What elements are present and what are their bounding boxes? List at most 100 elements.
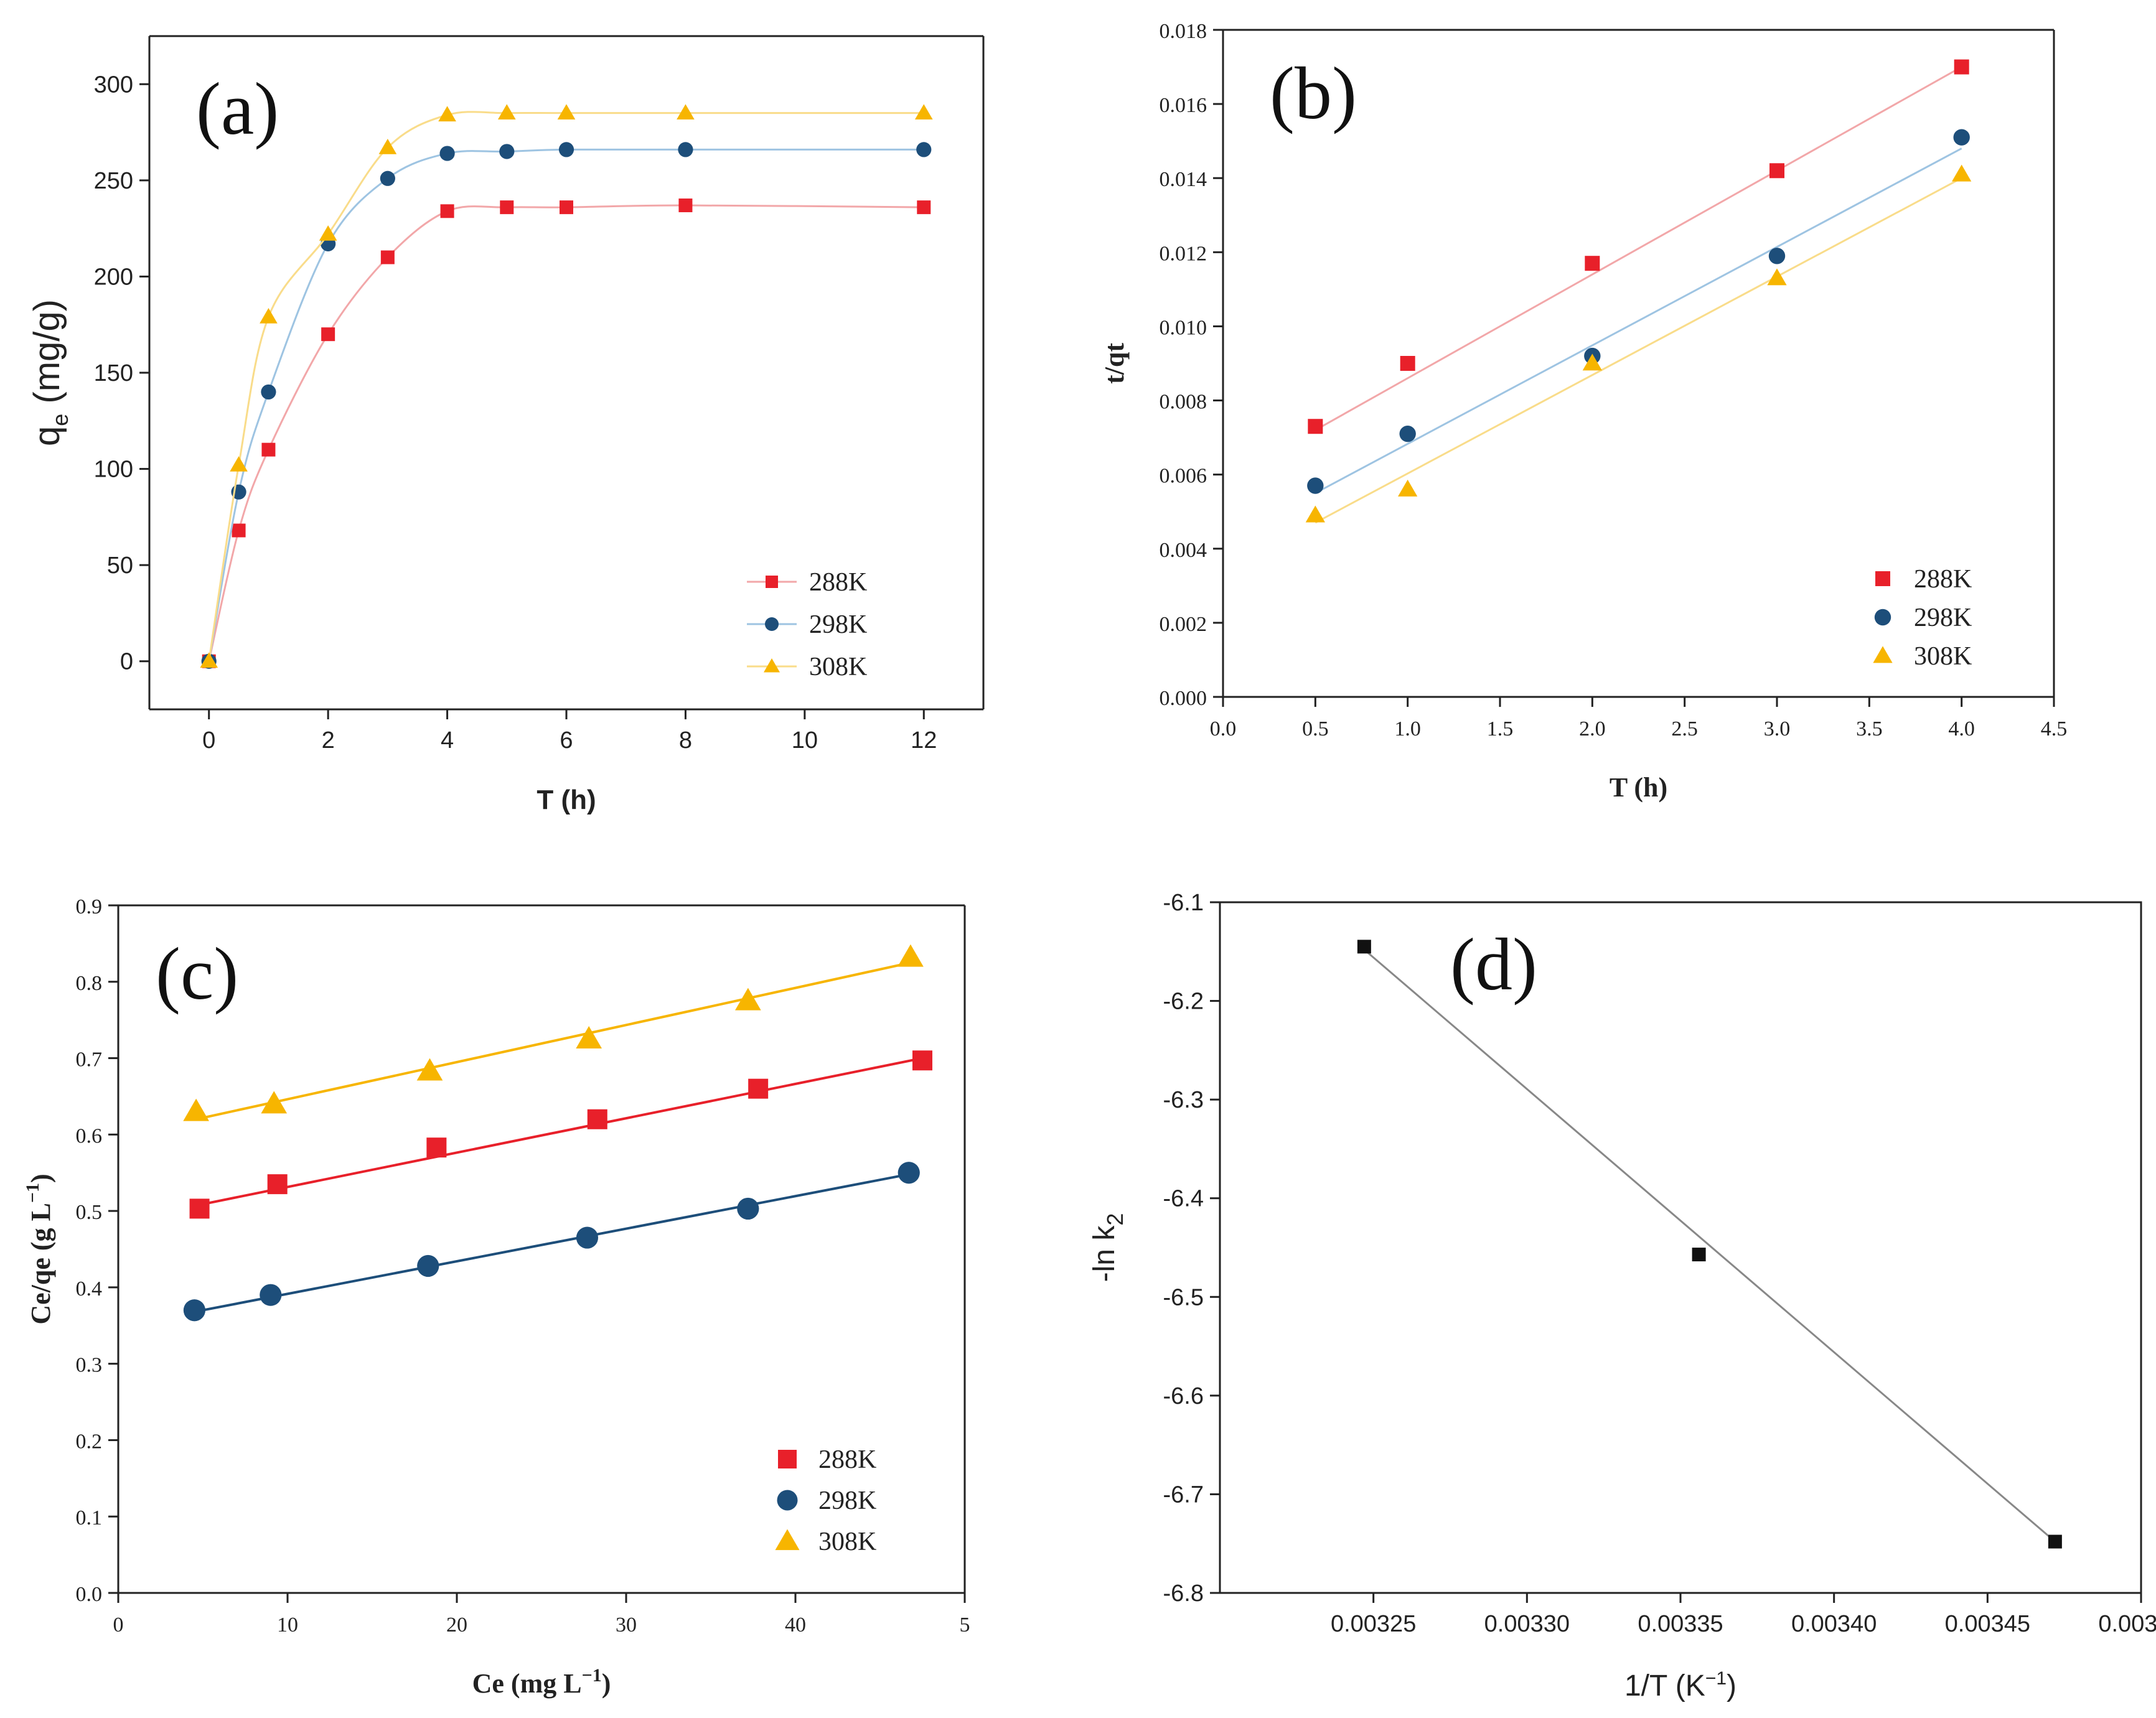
- y-tick-label: -6.1: [1163, 890, 1204, 916]
- series-288K: [1308, 59, 1969, 434]
- panel-c: 0 10 20 30 40 5 0.0 0.1 0.2 0.3 0.4 0.5 0.6 0.7 0.8 0.9…: [22, 895, 970, 1699]
- x-tick-label: 3.5: [1856, 717, 1883, 740]
- legend-label: 308K: [818, 1528, 876, 1556]
- y-tick-label: -6.6: [1163, 1383, 1204, 1409]
- x-tick-label: 0.5: [1302, 717, 1329, 740]
- data-point: [380, 250, 395, 264]
- data-point: [1308, 419, 1323, 434]
- fit-line: [1315, 147, 1962, 494]
- data-point: [183, 1299, 205, 1322]
- x-tick-label: 0.00325: [1331, 1611, 1416, 1637]
- legend-label: 288K: [818, 1445, 876, 1474]
- data-point: [917, 200, 931, 215]
- x-tick-label: 0: [113, 1613, 124, 1636]
- fit-line: [1315, 177, 1962, 524]
- series-line: [208, 111, 924, 661]
- panel-label: (a): [196, 67, 279, 150]
- data-point: [576, 1226, 599, 1249]
- fit-line: [1363, 948, 2056, 1543]
- legend-label: 308K: [809, 653, 867, 681]
- data-point: [497, 104, 516, 120]
- x-tick-label: 6: [560, 727, 573, 754]
- y-axis-label-end: ): [26, 1174, 56, 1183]
- x-tick-label: 40: [785, 1613, 806, 1636]
- data-point: [912, 1050, 932, 1071]
- legend-marker: [777, 1490, 798, 1511]
- data-point: [438, 106, 456, 122]
- y-tick-label: 0.012: [1160, 242, 1207, 265]
- y-tick-label: 0.000: [1160, 687, 1207, 710]
- y-axis-label: t/qt: [1099, 343, 1130, 384]
- y-tick-label: 50: [107, 553, 133, 579]
- data-point: [267, 1174, 288, 1195]
- y-tick-label: 0.1: [76, 1506, 103, 1529]
- x-tick-label: 4: [441, 727, 454, 754]
- data-point: [735, 987, 761, 1011]
- data-point: [261, 442, 276, 457]
- data-point: [416, 1058, 443, 1081]
- y-tick-label: 0.9: [76, 895, 103, 918]
- series-line: [208, 148, 924, 661]
- legend-label: 298K: [809, 610, 867, 639]
- y-tick-label: 0.006: [1160, 465, 1207, 488]
- y-tick-label: 0.016: [1160, 94, 1207, 117]
- x-tick-label: 4.5: [2041, 717, 2068, 740]
- data-point: [1953, 129, 1970, 146]
- x-tick-label: 2.5: [1671, 717, 1698, 740]
- x-tick-label: 20: [446, 1613, 467, 1636]
- series-298K: [183, 1162, 920, 1322]
- data-point: [1399, 425, 1416, 442]
- legend-marker: [775, 1529, 800, 1551]
- axes: 0 2 4 6 8 10 12 0 50 100 150 200 250 300: [94, 35, 985, 754]
- y-tick-label: 0.0: [76, 1583, 103, 1606]
- y-axis-label-sub: 2: [1102, 1213, 1128, 1226]
- y-tick-label: 0.008: [1160, 391, 1207, 414]
- y-axis-label-sub: e: [47, 414, 73, 426]
- legend-label: 298K: [1914, 604, 1972, 632]
- y-tick-label: 0.018: [1160, 20, 1207, 43]
- data-point: [1954, 59, 1969, 75]
- x-axis-label: T (h): [537, 785, 596, 815]
- x-tick-label: 12: [911, 727, 937, 754]
- y-tick-label: 200: [94, 264, 133, 290]
- data-point: [1769, 163, 1784, 179]
- y-tick-label: -6.2: [1163, 989, 1204, 1015]
- data-point: [677, 104, 695, 120]
- panel-label: (b): [1270, 52, 1357, 134]
- axes: 0.0 0.5 1.0 1.5 2.0 2.5 3.0 3.5 4.0 4.5 0.000 0.002…: [1160, 20, 2068, 740]
- data-point: [261, 384, 276, 400]
- x-tick-label: 4.0: [1948, 717, 1975, 740]
- x-axis-label: T (h): [1610, 772, 1667, 803]
- data-point: [261, 1091, 288, 1114]
- data-point: [678, 142, 693, 157]
- legend-marker: [1875, 571, 1890, 586]
- y-tick-label: 0.3: [76, 1354, 103, 1377]
- legend-label: 288K: [809, 568, 867, 597]
- y-axis-label: qe (mg/g): [27, 299, 73, 446]
- fit-line: [199, 1057, 923, 1207]
- y-axis-label-unit: (mg/g): [27, 299, 67, 414]
- data-point: [426, 1137, 447, 1158]
- y-tick-label: -6.5: [1163, 1284, 1204, 1310]
- data-point: [440, 204, 454, 218]
- legend-label: 308K: [1914, 642, 1972, 671]
- data-point: [321, 327, 335, 342]
- series-288K: [189, 1050, 932, 1219]
- axes: 0.00325 0.00330 0.00335 0.00340 0.00345 0.003…: [1163, 890, 2156, 1637]
- legend-marker: [778, 1450, 797, 1468]
- panel-d: 0.00325 0.00330 0.00335 0.00340 0.00345 0.003…: [1088, 890, 2156, 1702]
- series-0: [1357, 940, 2062, 1549]
- y-tick-label: -6.8: [1163, 1580, 1204, 1607]
- x-tick-label: 3.0: [1764, 717, 1791, 740]
- data-point: [1357, 940, 1371, 954]
- y-tick-label: 0.4: [76, 1277, 103, 1300]
- x-tick-label: 0.0: [1210, 717, 1237, 740]
- data-point: [576, 1026, 602, 1048]
- x-tick-label: 0.00340: [1791, 1611, 1877, 1637]
- data-point: [1307, 477, 1324, 494]
- y-tick-label: 150: [94, 360, 133, 386]
- data-point: [898, 944, 924, 967]
- y-tick-label: 300: [94, 72, 133, 98]
- data-point: [380, 170, 395, 186]
